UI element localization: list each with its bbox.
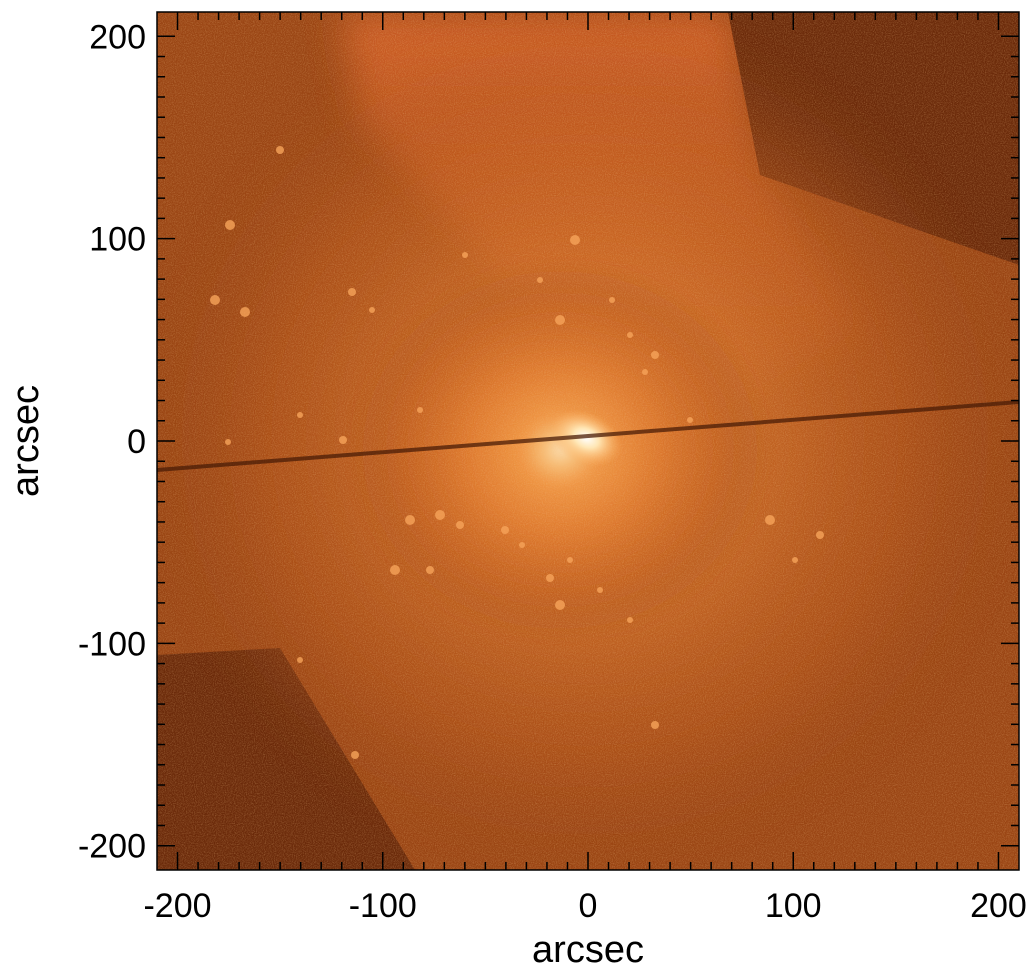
bright-knot [462, 252, 468, 258]
bright-knot [426, 566, 434, 574]
bright-knot [627, 617, 633, 623]
bright-knots [210, 146, 824, 759]
y-tick-label: 0 [127, 423, 146, 461]
bright-knot [297, 657, 303, 663]
bright-knot [546, 574, 554, 582]
bright-knot [405, 515, 415, 525]
bright-knot [240, 307, 250, 317]
bright-knot [225, 220, 235, 230]
bright-knot [687, 417, 693, 423]
y-tick-label: 200 [89, 18, 146, 56]
x-tick-label: -100 [349, 887, 417, 925]
galaxy-image [157, 12, 1019, 870]
bright-knot [351, 751, 359, 759]
bright-knot [570, 235, 580, 245]
bright-knot [627, 332, 633, 338]
y-tick-label: -100 [78, 625, 146, 663]
tick-labels: -200 -100 0 100 200 200 100 0 -100 -200 [78, 18, 1027, 925]
bright-knot [210, 295, 220, 305]
bright-knot [519, 542, 525, 548]
x-axis-label: arcsec [532, 929, 644, 971]
bright-knot [348, 288, 356, 296]
bright-knot [651, 721, 659, 729]
bright-knot [537, 277, 543, 283]
bright-knot [555, 600, 565, 610]
bright-knot [765, 515, 775, 525]
bright-knot [597, 587, 603, 593]
bright-knot [555, 315, 565, 325]
streak-line [157, 400, 1019, 472]
y-tick-label: -200 [78, 828, 146, 866]
bright-knot [642, 369, 648, 375]
x-tick-label: 200 [970, 887, 1027, 925]
bright-knot [339, 436, 347, 444]
x-tick-label: 0 [579, 887, 598, 925]
x-tick-label: 100 [765, 887, 822, 925]
y-axis-label: arcsec [5, 385, 47, 497]
bright-knot [297, 412, 303, 418]
axis-ticks [157, 12, 1019, 870]
bright-knot [651, 351, 659, 359]
bright-knot [369, 307, 375, 313]
y-tick-label: 100 [89, 221, 146, 259]
bright-knot [417, 407, 423, 413]
x-tick-label: -200 [143, 887, 211, 925]
bright-knot [276, 146, 284, 154]
bright-knot [816, 531, 824, 539]
bright-knot [225, 439, 231, 445]
bright-knot [435, 510, 445, 520]
bright-knot [792, 557, 798, 563]
bright-knot [390, 565, 400, 575]
bright-knot [456, 521, 464, 529]
bright-knot [609, 297, 615, 303]
bright-knot [501, 526, 509, 534]
bright-knot [567, 557, 573, 563]
